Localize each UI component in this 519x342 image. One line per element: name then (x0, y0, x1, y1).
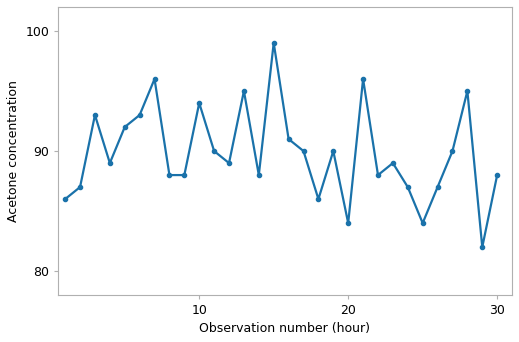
Y-axis label: Acetone concentration: Acetone concentration (7, 80, 20, 222)
X-axis label: Observation number (hour): Observation number (hour) (199, 322, 371, 335)
